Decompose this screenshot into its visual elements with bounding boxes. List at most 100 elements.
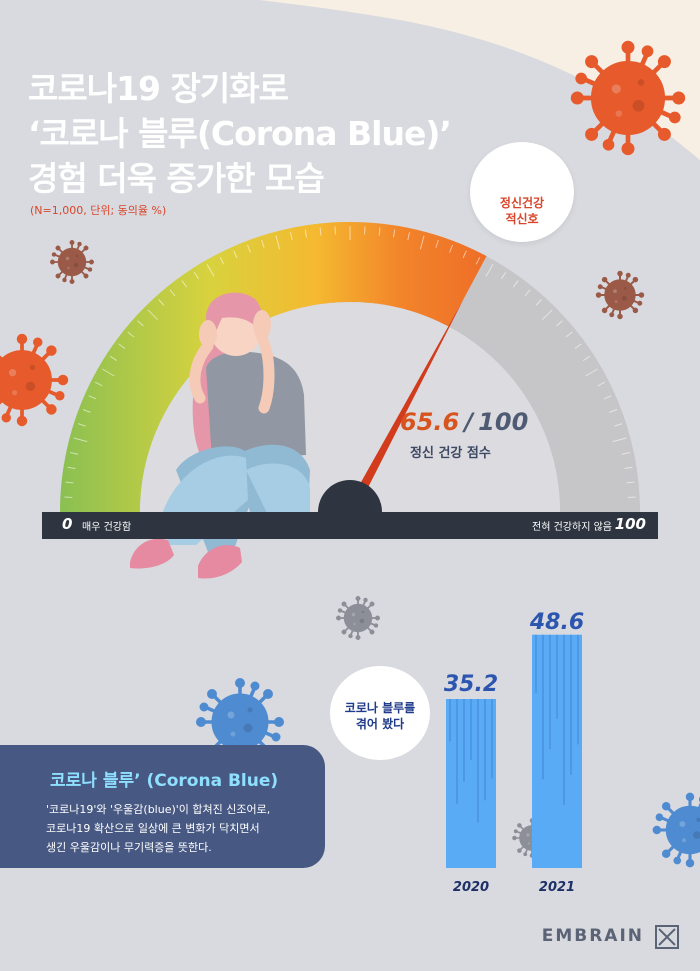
gauge-tick [233, 250, 238, 259]
gauge-hub [318, 480, 382, 512]
gauge-tick [364, 226, 366, 235]
gauge-tick [219, 256, 225, 265]
gauge-tick [609, 409, 618, 413]
gauge-score-max: 100 [478, 408, 529, 436]
gauge-tick [407, 232, 410, 241]
definition-title: 코로나 블루’ (Corona Blue) [50, 771, 279, 791]
bar-annotation-line-1: 코로나 블루를 [344, 701, 416, 715]
corner-swoosh [260, 0, 700, 160]
page-title: 코로나19 장기화로 ‘코로나 블루(Corona Blue)’ 경험 더욱 증… [28, 66, 452, 201]
gauge-tick [585, 368, 598, 377]
gauge-tick [102, 368, 115, 377]
bar-category-2021: 2021 [538, 880, 576, 895]
gauge-tick [603, 395, 612, 400]
gauge-min-desc: 매우 건강함 [82, 522, 132, 533]
gauge-tick [500, 271, 507, 280]
definition-text: '코로나19'와 '우울감(blue)'이 합쳐진 신조어로, 코로나19 확산… [46, 800, 270, 857]
gauge-tick [94, 381, 103, 387]
gauge-tick [82, 409, 91, 413]
siren-bubble [470, 142, 574, 242]
gauge-min-label: 0 [62, 515, 73, 533]
gauge-tick [70, 452, 79, 455]
gauge-scale-bar [42, 512, 658, 539]
gauge-tick [485, 264, 494, 277]
virus-icon [0, 332, 70, 428]
sample-note: (N=1,000, 단위; 동의율 %) [30, 204, 167, 217]
gauge-score-separator: / [464, 408, 474, 436]
virus-icon [49, 239, 95, 285]
definition-line-3: 생긴 우울감이나 무기력증을 뜻한다. [46, 841, 212, 854]
gauge-tick [582, 355, 591, 362]
gauge-tick [181, 280, 188, 288]
virus-icon [335, 595, 381, 641]
gauge-tick [524, 289, 531, 297]
gauge-tick [109, 355, 118, 362]
gauge-tick [475, 256, 481, 265]
gauge-tick [565, 331, 573, 338]
gauge [60, 221, 640, 515]
gauge-tick [67, 466, 76, 469]
gauge-score-label: 정신 건강 점수 [410, 446, 491, 461]
siren-label-line-2: 적신호 [505, 212, 539, 226]
gauge-tick [290, 232, 293, 241]
gauge-tick [624, 466, 633, 469]
gauge-tick [597, 381, 606, 387]
bar-chart [446, 634, 582, 868]
definition-line-1: '코로나19'와 '우울감(blue)'이 합쳐진 신조어로, [46, 803, 271, 816]
gauge-tick [621, 452, 630, 455]
bar-annotation-line-2: 겪어 봤다 [355, 717, 405, 731]
gauge-tick [88, 395, 97, 400]
gauge-tick [627, 496, 636, 498]
gauge-tick [147, 309, 159, 321]
bar-category-2020: 2020 [452, 880, 490, 895]
gauge-tick [419, 235, 425, 250]
gauge-tick [193, 271, 200, 280]
gauge-tick [127, 331, 135, 338]
gauge-tick [462, 250, 467, 259]
gauge-tick [73, 437, 88, 443]
title-line-3: 경험 더욱 증가한 모습 [28, 159, 325, 198]
gauge-tick [137, 320, 144, 327]
embrain-logo-icon [655, 925, 679, 949]
virus-icon [571, 41, 684, 154]
title-line-2: ‘코로나 블루(Corona Blue)’ [28, 114, 452, 153]
gauge-fill [60, 221, 487, 512]
gauge-needle [345, 300, 463, 515]
title-line-1: 코로나19 장기화로 [28, 69, 289, 108]
gauge-max-label: 100 [614, 515, 646, 533]
gauge-tick [378, 227, 381, 236]
bar-annotation: 코로나 블루를 겪어 봤다 [330, 700, 430, 732]
gauge-tick [612, 437, 627, 443]
gauge-tick [261, 239, 265, 248]
gauge-tick [334, 226, 336, 235]
virus-icon [595, 270, 645, 320]
gauge-tick [614, 423, 623, 427]
gauge-tick [626, 481, 635, 484]
bar-value-label-2021: 48.6 [529, 610, 585, 635]
gauge-tick [435, 239, 439, 248]
gauge-tick [169, 289, 176, 297]
siren-label-line-1: 정신건강 [499, 196, 545, 210]
gauge-tick [556, 320, 563, 327]
gauge-score-value: 65.6 [400, 408, 460, 436]
gauge-tick [65, 481, 74, 484]
gauge-tick [118, 343, 126, 350]
gauge-tick [206, 264, 215, 277]
gauge-tick [541, 309, 553, 321]
stressed-woman-illustration [130, 292, 310, 579]
siren-label: 정신건강 적신호 [470, 195, 574, 227]
definition-box [0, 745, 325, 868]
brand-name: EMBRAIN [541, 926, 644, 946]
bar-value-label-2020: 35.2 [443, 672, 499, 697]
gauge-max-desc: 전혀 건강하지 않음 [532, 522, 612, 533]
gauge-tick [574, 343, 582, 350]
gauge-tick [512, 280, 519, 288]
gauge-ticks [64, 226, 636, 498]
gauge-tick [77, 423, 86, 427]
gauge-tick [275, 235, 281, 250]
gauge-tick [64, 496, 73, 498]
definition-line-2: 코로나19 확산으로 일상에 큰 변화가 닥치면서 [46, 822, 260, 835]
gauge-tick [304, 229, 307, 238]
bar-annotation-bubble [330, 666, 430, 760]
